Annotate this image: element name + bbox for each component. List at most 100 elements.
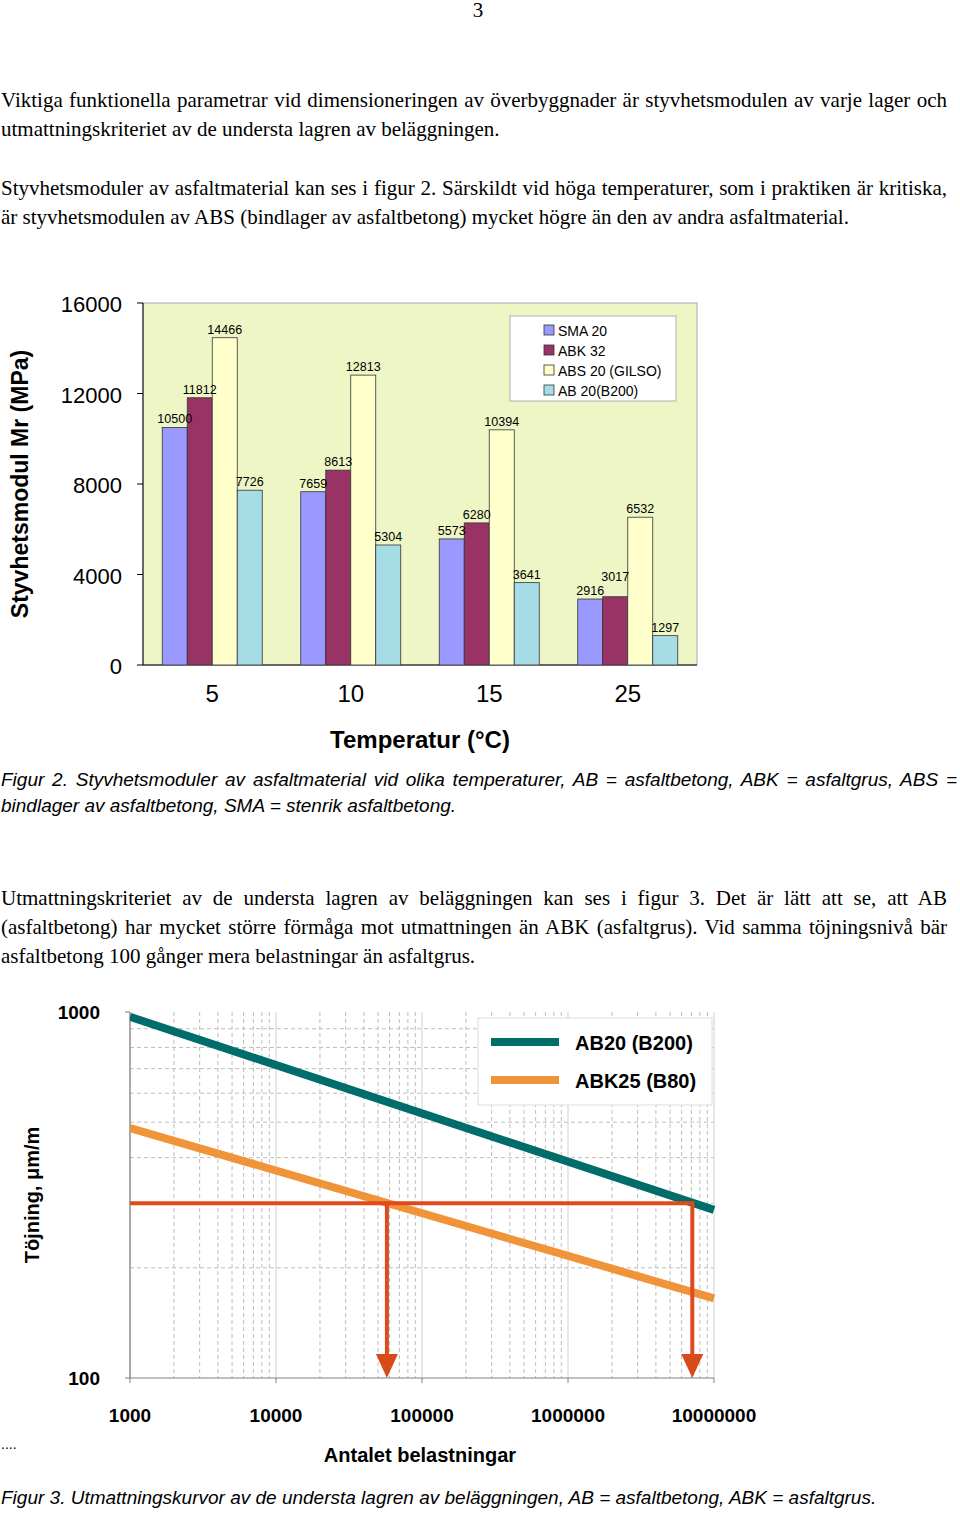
x-tick-label: 10 (337, 680, 364, 707)
minor-grid-line (217, 1012, 218, 1378)
legend-label: AB20 (B200) (575, 1032, 693, 1054)
legend-box (510, 316, 676, 401)
minor-grid-line (319, 1012, 320, 1378)
caption: Figur 2. Styvhetsmoduler av asfaltmateri… (1, 767, 957, 819)
x-tick (714, 1378, 715, 1383)
bar (489, 430, 514, 665)
data-label: 1297 (651, 621, 679, 635)
legend-label: ABS 20 (GILSO) (558, 363, 661, 379)
bar (351, 375, 376, 665)
minor-grid-line (253, 1012, 254, 1378)
grid (130, 1012, 714, 1378)
y-tick (137, 303, 143, 304)
bar (376, 545, 401, 665)
y-tick-label: 100 (68, 1368, 100, 1389)
bar (237, 490, 262, 665)
bar (326, 470, 351, 665)
legend-label: ABK 32 (558, 343, 606, 359)
legend-swatch (544, 345, 554, 355)
minor-grid-line (261, 1012, 262, 1378)
x-axis-title: Temperatur (°C) (330, 726, 510, 753)
data-label: 7659 (299, 477, 327, 491)
bar (301, 492, 326, 665)
data-label: 5573 (438, 524, 466, 538)
x-axis-title: Antalet belastningar (324, 1444, 516, 1466)
legend-swatch (491, 1038, 559, 1046)
bar (162, 427, 187, 665)
minor-grid-line (415, 1012, 416, 1378)
y-tick (125, 1012, 130, 1013)
x-tick-label: 10000 (250, 1405, 303, 1426)
minor-grid-line (378, 1012, 379, 1378)
x-tick-label: 25 (614, 680, 641, 707)
data-labels: 1050076595573291611812861362803017144661… (157, 323, 679, 635)
minor-grid-line (407, 1012, 408, 1378)
caption: Figur 3. Utmattningskurvor av de underst… (1, 1485, 957, 1511)
x-tick-label: 15 (476, 680, 503, 707)
y-tick-label: 0 (110, 654, 122, 679)
y-tick (137, 665, 143, 666)
bar (187, 398, 212, 665)
bar (464, 523, 489, 665)
data-label: 2916 (576, 584, 604, 598)
y-tick (137, 484, 143, 485)
bar (653, 636, 678, 665)
x-tick-label: 100000 (390, 1405, 453, 1426)
legend-label: ABK25 (B80) (575, 1070, 696, 1092)
minor-grid-line (199, 1012, 200, 1378)
plot-marks (130, 1017, 714, 1378)
reference-line (130, 1201, 694, 1205)
legend-swatch (491, 1076, 559, 1084)
grid-line (714, 1012, 715, 1378)
y-axis-title: Töjning, μm/m (21, 1127, 43, 1264)
minor-grid-line (465, 1012, 466, 1378)
legend-box (478, 1018, 712, 1105)
minor-grid-line (389, 1012, 390, 1378)
series-line (130, 1128, 714, 1298)
arrow-shaft (385, 1203, 389, 1356)
arrow-head (681, 1354, 703, 1378)
y-tick-label: 16000 (61, 292, 122, 317)
x-tick-label: 10000000 (672, 1405, 757, 1426)
paragraph: Utmattningskriteriet av de understa lagr… (1, 884, 947, 971)
data-label: 8613 (324, 455, 352, 469)
legend: AB20 (B200) ABK25 (B80) (478, 1018, 712, 1105)
y-tick (125, 1378, 130, 1379)
reference-arrow (376, 1203, 398, 1378)
minor-grid-line (399, 1012, 400, 1378)
page-number: 3 (0, 0, 956, 23)
y-tick-label: 1000 (58, 1002, 100, 1023)
minor-grid-line (130, 1203, 714, 1204)
minor-grid-line (243, 1012, 244, 1378)
arrow-shaft (690, 1203, 694, 1356)
bar (578, 599, 603, 665)
line-chart: 1001000100010000100000100000010000000Ant… (21, 1002, 756, 1466)
y-tick (137, 574, 143, 575)
bar (439, 539, 464, 665)
y-axis-title: Styvhetsmodul Mr (MPa) (7, 350, 33, 618)
x-tick-label: 5 (206, 680, 219, 707)
y-tick-label: 4000 (73, 564, 122, 589)
series-line (130, 1017, 714, 1210)
legend-swatch (544, 365, 554, 375)
plot-background (143, 303, 697, 665)
data-label: 3017 (601, 570, 629, 584)
bars (162, 338, 678, 665)
data-label: 6280 (463, 508, 491, 522)
data-label: 14466 (207, 323, 242, 337)
legend: SMA 20ABK 32ABS 20 (GILSO)AB 20(B200) (510, 316, 676, 401)
margin-text: .... (1, 1436, 17, 1452)
minor-grid-line (232, 1012, 233, 1378)
paragraph: Styvhetsmoduler av asfaltmaterial kan se… (1, 174, 947, 232)
minor-grid-line (173, 1012, 174, 1378)
y-axis (129, 1012, 130, 1378)
bar-chart: 0400080001200016000105007659557329161181… (7, 292, 697, 753)
y-tick-label: 12000 (61, 383, 122, 408)
x-tick-label: 1000 (109, 1405, 151, 1426)
x-tick (130, 1378, 131, 1383)
grid-line (130, 1012, 131, 1378)
data-label: 7726 (236, 475, 264, 489)
data-label: 10500 (157, 412, 192, 426)
legend-swatch (544, 325, 554, 335)
arrow-head (376, 1354, 398, 1378)
